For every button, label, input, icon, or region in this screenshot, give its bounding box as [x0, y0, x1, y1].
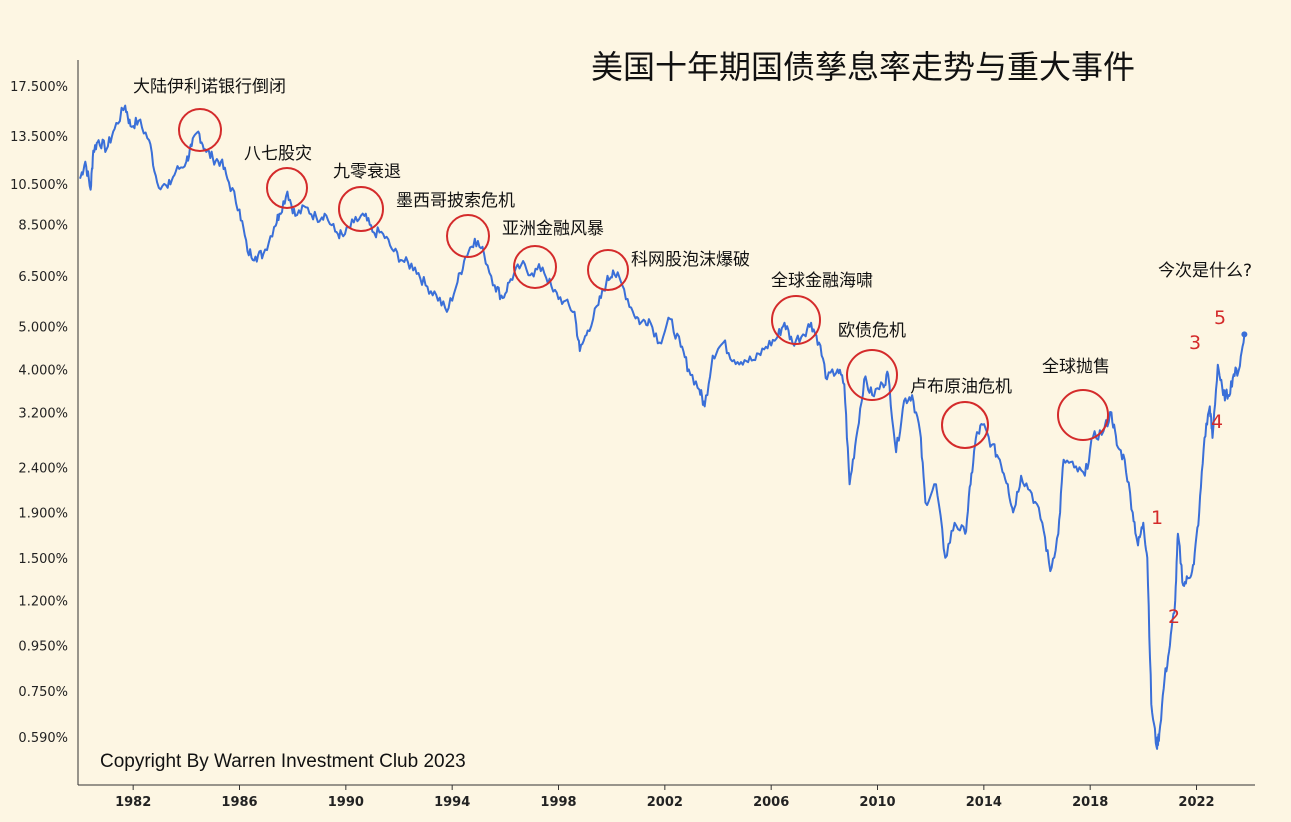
annotation-dotcom: 科网股泡沫爆破: [631, 250, 750, 270]
event-circle-ruble-oil: [941, 401, 989, 449]
marker-5: 5: [1214, 307, 1226, 329]
x-tick-label: 1990: [328, 795, 364, 810]
x-tick-label: 1986: [221, 795, 257, 810]
event-circles: [178, 108, 1109, 449]
y-tick-label: 4.000%: [18, 363, 68, 378]
annotation-asian-crisis: 亚洲金融风暴: [502, 219, 604, 239]
event-circle-continental-illinois: [178, 108, 222, 152]
series-end-point: [1241, 331, 1248, 338]
x-tick-label: 2014: [966, 795, 1002, 810]
event-circle-euro-debt: [846, 349, 898, 401]
y-tick-label: 1.500%: [18, 552, 68, 567]
marker-3: 3: [1189, 332, 1201, 354]
annotation-1990-recession: 九零衰退: [333, 162, 401, 182]
event-circle-global-selloff: [1057, 389, 1109, 441]
annotation-1987-crash: 八七股灾: [244, 144, 312, 164]
y-tick-label: 17.500%: [10, 80, 68, 95]
y-tick-label: 0.590%: [18, 731, 68, 746]
annotation-global-selloff: 全球抛售: [1042, 357, 1110, 377]
y-tick-label: 0.750%: [18, 685, 68, 700]
chart-title: 美国十年期国债孳息率走势与重大事件: [591, 48, 1135, 86]
x-axis-ticks: 1982 1986 1990 1994 1998 2002 2006 2010 2014 2018…: [115, 785, 1215, 810]
y-tick-label: 10.500%: [10, 178, 68, 193]
y-tick-label: 0.950%: [18, 640, 68, 655]
y-tick-label: 1.900%: [18, 506, 68, 521]
y-tick-label: 1.200%: [18, 595, 68, 610]
x-tick-label: 1982: [115, 795, 151, 810]
annotation-what-now: 今次是什么?: [1158, 261, 1252, 281]
y-axis-ticks: 17.500% 13.500% 10.500% 8.500% 6.500% 5.000% 4…: [10, 80, 68, 746]
x-tick-label: 2010: [859, 795, 895, 810]
event-circle-1987-crash: [266, 167, 308, 209]
series-line-us-10y-yield: [79, 104, 1246, 750]
event-circle-asian-crisis: [513, 245, 557, 289]
y-tick-label: 8.500%: [18, 219, 68, 234]
y-tick-label: 2.400%: [18, 462, 68, 477]
annotation-continental-illinois: 大陆伊利诺银行倒闭: [133, 77, 286, 97]
event-circle-1990-recession: [338, 186, 384, 232]
marker-4: 4: [1211, 411, 1223, 433]
annotation-gfc: 全球金融海啸: [771, 271, 873, 291]
copyright-text: Copyright By Warren Investment Club 2023: [100, 751, 466, 772]
event-circle-gfc: [771, 295, 821, 345]
y-tick-label: 3.200%: [18, 406, 68, 421]
marker-2: 2: [1168, 606, 1180, 628]
annotation-euro-debt: 欧债危机: [838, 321, 906, 341]
x-tick-label: 1998: [540, 795, 576, 810]
x-tick-label: 2006: [753, 795, 789, 810]
y-tick-label: 5.000%: [18, 321, 68, 336]
event-circle-dotcom: [587, 249, 629, 291]
x-tick-label: 1994: [434, 795, 470, 810]
y-tick-label: 13.500%: [10, 130, 68, 145]
x-tick-label: 2018: [1072, 795, 1108, 810]
event-circle-mexico-peso: [446, 214, 490, 258]
annotation-ruble-oil: 卢布原油危机: [910, 377, 1012, 397]
marker-1: 1: [1151, 507, 1163, 529]
annotation-mexico-peso: 墨西哥披索危机: [396, 191, 515, 211]
y-tick-label: 6.500%: [18, 270, 68, 285]
x-tick-label: 2022: [1178, 795, 1214, 810]
x-tick-label: 2002: [647, 795, 683, 810]
